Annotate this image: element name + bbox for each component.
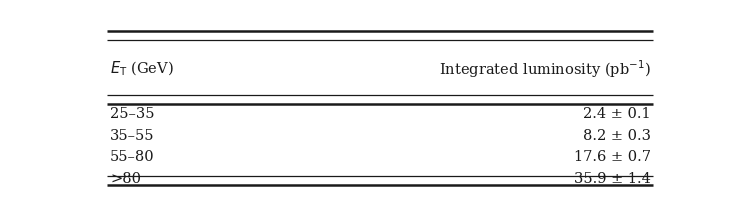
Text: >80: >80 [110, 172, 141, 186]
Text: 8.2 ± 0.3: 8.2 ± 0.3 [582, 129, 651, 143]
Text: Integrated luminosity (pb$^{-1}$): Integrated luminosity (pb$^{-1}$) [439, 58, 651, 80]
Text: $E_{\mathrm{T}}$ (GeV): $E_{\mathrm{T}}$ (GeV) [110, 60, 174, 78]
Text: 35.9 ± 1.4: 35.9 ± 1.4 [574, 172, 651, 186]
Text: 55–80: 55–80 [110, 150, 154, 164]
Text: 35–55: 35–55 [110, 129, 154, 143]
Text: 2.4 ± 0.1: 2.4 ± 0.1 [583, 107, 651, 121]
Text: 17.6 ± 0.7: 17.6 ± 0.7 [574, 150, 651, 164]
Text: 25–35: 25–35 [110, 107, 154, 121]
